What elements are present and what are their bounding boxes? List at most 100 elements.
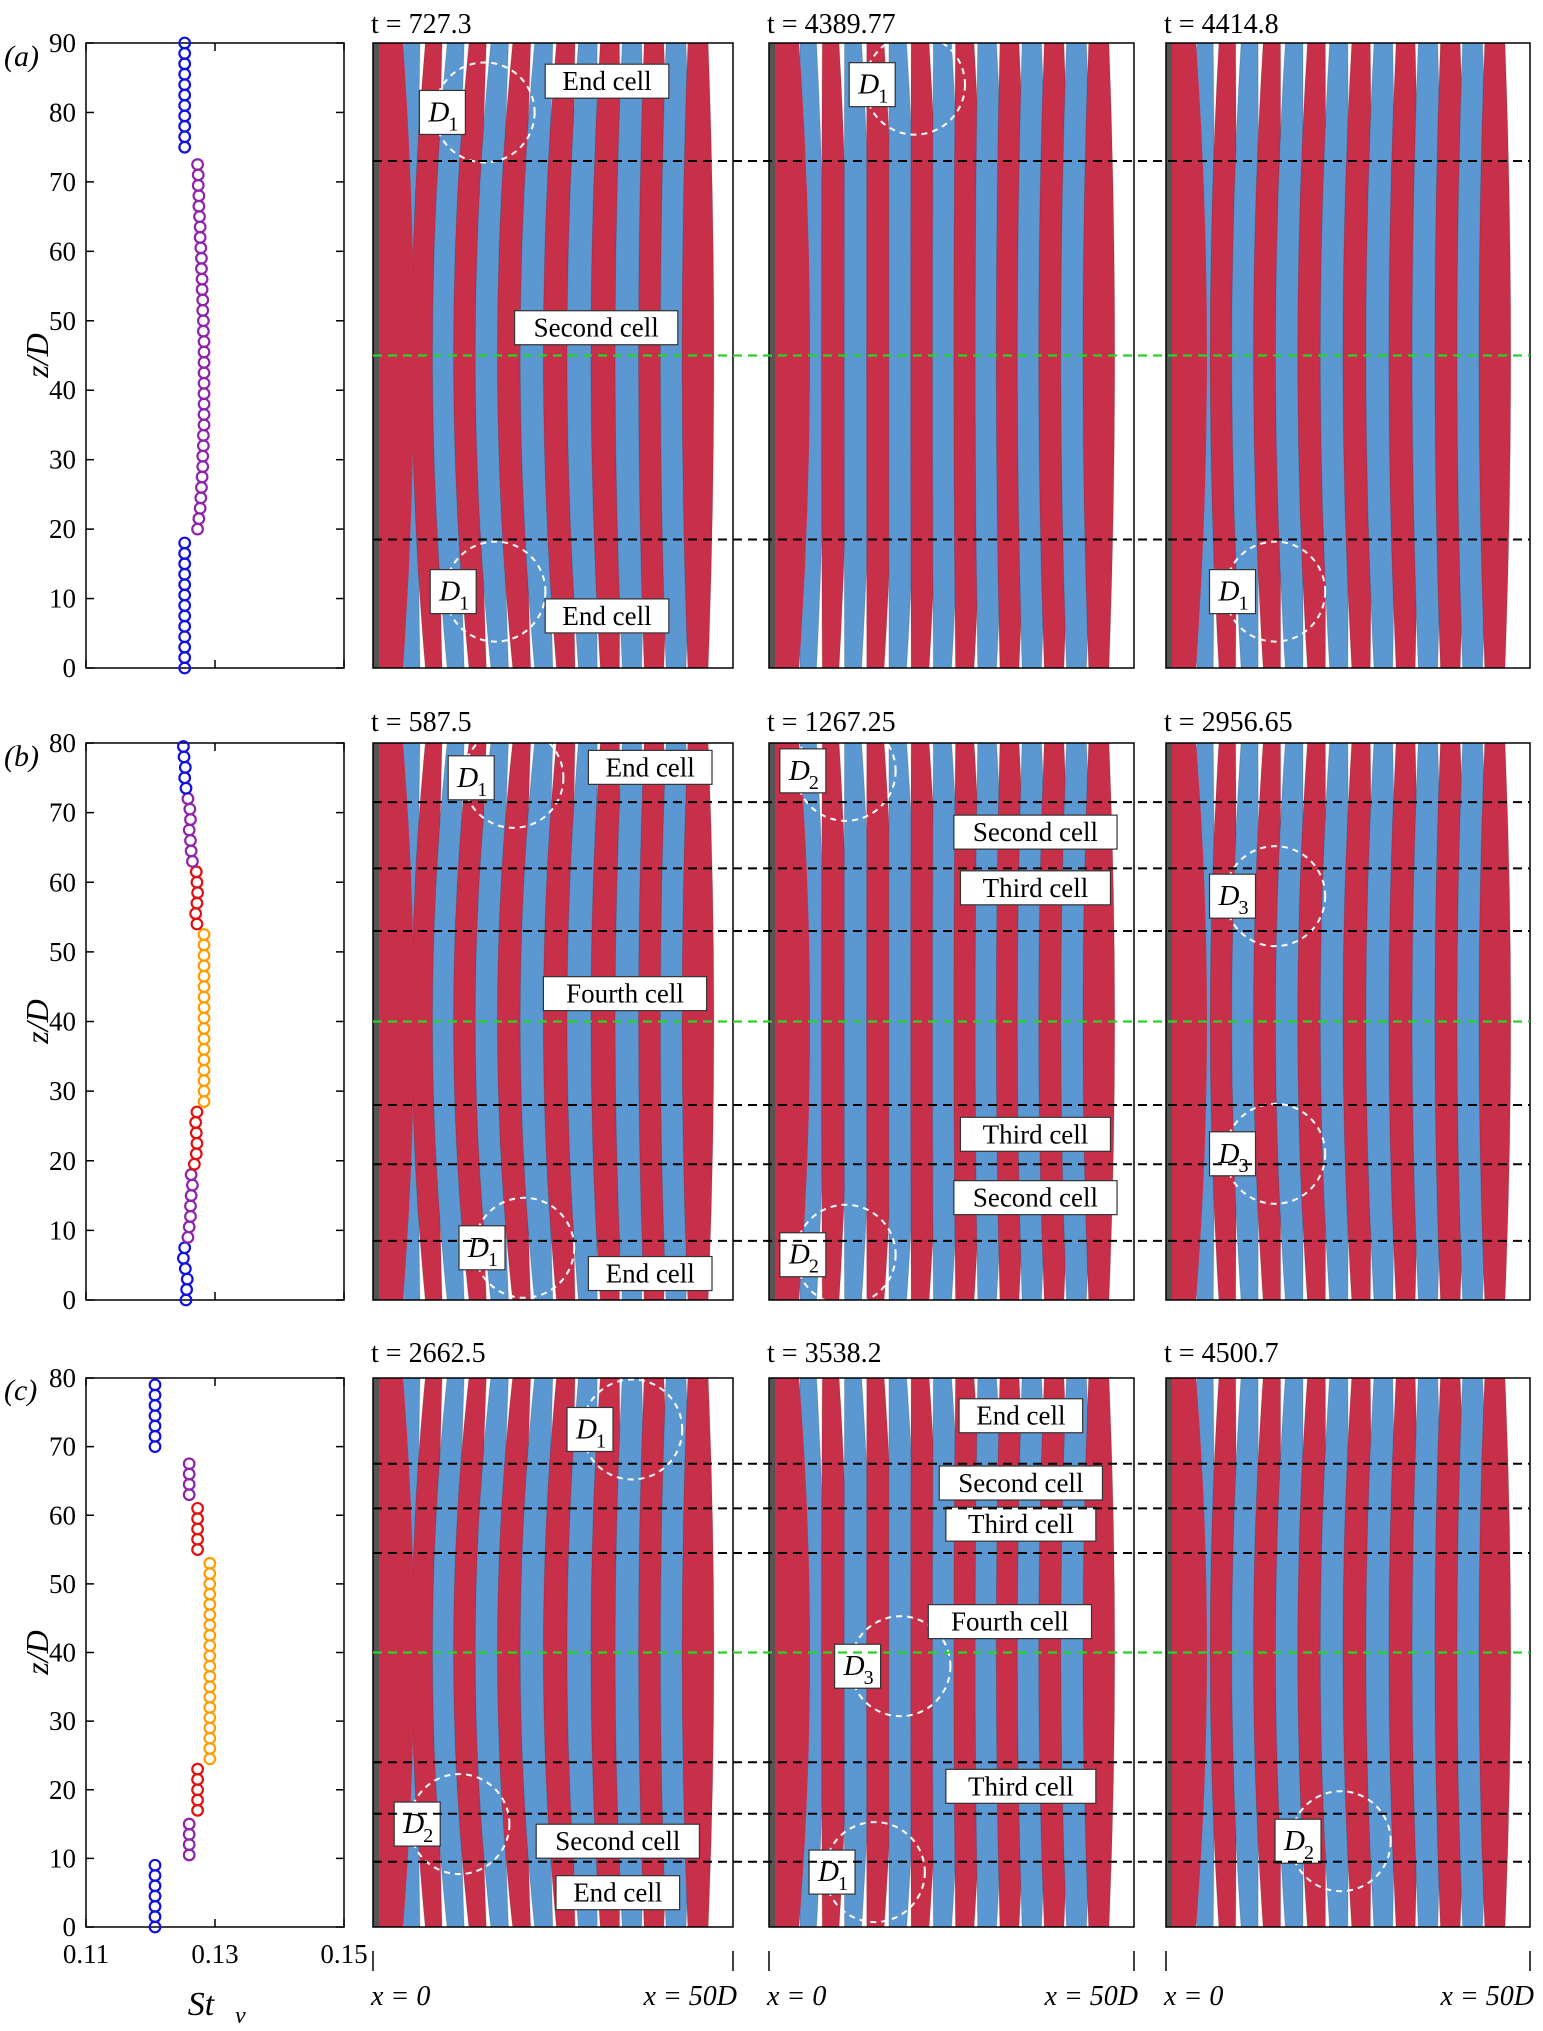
y-tick-label: 70 [49,798,76,828]
st-point [203,1659,217,1673]
st-point [184,1168,198,1182]
st-point [178,47,192,60]
st-point [197,938,211,952]
st-point [182,1220,196,1234]
row-label: (b) [4,740,39,773]
st-point [197,1032,211,1046]
st-point [203,1577,217,1591]
st-point [197,1053,211,1067]
st-point [182,823,196,837]
st-point [178,588,192,602]
st-point [148,1388,162,1402]
svg-text:Second cell: Second cell [555,1826,680,1856]
svg-text:D: D [456,762,478,794]
time-label: t = 587.5 [371,707,472,738]
y-tick-label: 70 [49,167,76,197]
st-point [190,917,204,931]
st-point [191,1762,204,1776]
svg-text:1: 1 [459,593,469,615]
figure-row-3: (c) 0 10 20 30 40 50 60 70 80 0.11 0.13 0.15 z/D St v t … [4,1338,1534,2029]
strouhal-chart: 0 10 20 30 40 50 60 70 80 z/D [19,728,345,1315]
st-point [178,36,192,50]
st-point [193,501,207,515]
st-point [191,1522,204,1536]
st-point [203,1618,217,1632]
svg-text:Second cell: Second cell [958,1468,1083,1498]
x-tick-label: 0.15 [320,1939,367,1969]
st-point [178,760,192,774]
st-point [196,428,210,442]
st-point [191,1532,204,1546]
y-tick-label: 40 [49,1638,76,1668]
st-point [197,1095,211,1108]
svg-text:End cell: End cell [606,1259,695,1289]
figure-row-1: (a) 0 10 20 30 40 50 60 70 80 90 z/D t = 727.3 End ce… [4,9,1531,683]
vortex-tube [681,743,715,1300]
st-point [203,1608,217,1622]
time-label: t = 3538.2 [767,1338,882,1369]
st-point [197,345,211,359]
st-point [197,1084,211,1098]
x-label-left: x = 0 [1163,1981,1223,2012]
x-axis-label: St [188,1986,216,2023]
st-point [182,1848,196,1862]
svg-text:D: D [1218,880,1240,912]
y-tick-label: 80 [49,97,76,127]
st-point [191,158,204,171]
cell-label: End cell [587,749,713,785]
y-tick-label: 20 [49,1146,76,1176]
y-tick-label: 30 [49,445,76,475]
st-point [178,619,192,633]
x-label-right: x = 50D [642,1981,737,2012]
y-tick-label: 70 [49,1432,76,1462]
st-point [190,1105,204,1119]
y-tick-label: 30 [49,1076,76,1106]
cell-label: Second cell [938,1465,1104,1501]
st-point [180,1283,194,1296]
st-point [203,1670,217,1683]
cell-label: Second cell [513,310,679,346]
st-point [148,1378,162,1392]
svg-text:Second cell: Second cell [973,1183,1098,1213]
st-point [177,750,191,764]
y-tick-label: 80 [49,1363,76,1393]
cell-label: Second cell [953,814,1118,850]
st-point [203,1598,217,1611]
vortex-field [769,43,1134,668]
st-point [178,536,192,550]
flow-panel: t = 4500.7 x = 0 x = 50D D 2 [1163,1338,1534,2012]
st-point [191,1803,204,1817]
st-point [191,168,205,182]
figure-row-2: (b) 0 10 20 30 40 50 60 70 80 z/D t = 587.5 End cell… [4,707,1531,1315]
svg-text:Second cell: Second cell [534,313,659,343]
svg-text:D: D [467,1232,489,1264]
st-point [203,1752,217,1766]
svg-text:2: 2 [809,772,819,794]
st-point [184,844,198,858]
st-point [197,1042,211,1056]
st-point [184,813,197,826]
svg-text:D: D [402,1808,424,1840]
flow-panel: t = 2956.65D 3D 3 [1164,707,1531,1301]
near-wake-vortex [769,743,810,1300]
st-point [191,178,205,192]
st-point [189,1147,203,1161]
st-point [194,491,208,505]
st-point [186,854,199,868]
strouhal-chart: 0 10 20 30 40 50 60 70 80 0.11 0.13 0.15 z/D St v [19,1363,368,2029]
svg-text:D: D [788,755,810,787]
st-point [195,251,208,265]
st-point [182,1467,196,1481]
x-axis-label-sub: v [235,2003,246,2029]
st-point [196,293,210,307]
st-point [197,335,211,349]
